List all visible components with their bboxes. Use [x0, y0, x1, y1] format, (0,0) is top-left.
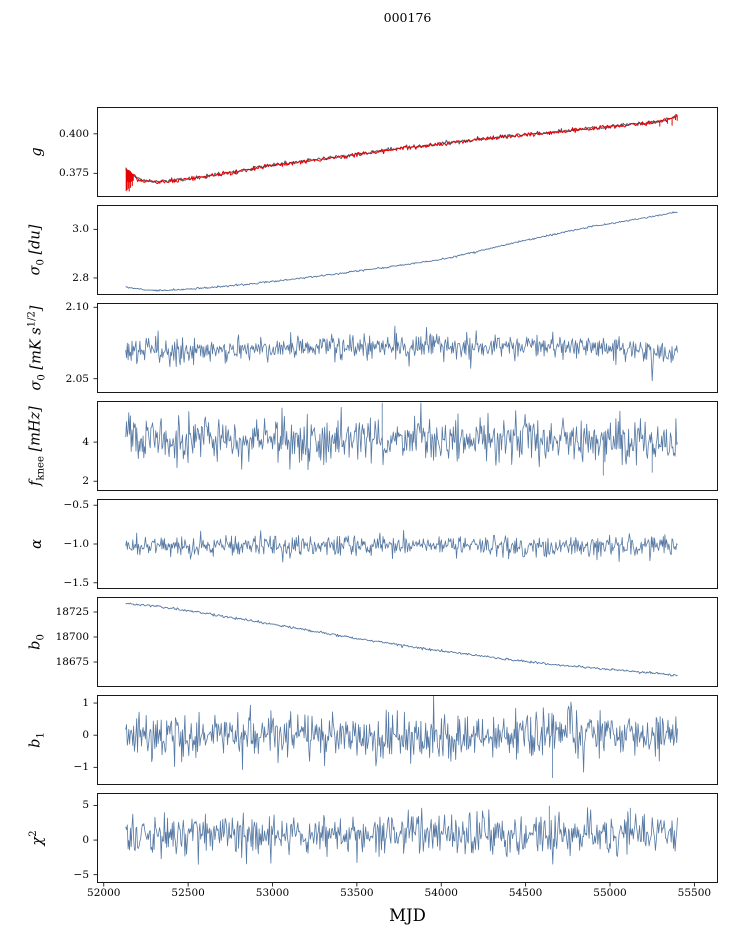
panel-canvas-g	[93, 107, 718, 197]
panel-alpha: −0.5 −1.0 −1.5 α	[29, 499, 718, 589]
y-tick-label: −1.5	[63, 576, 90, 589]
panel-border	[97, 107, 718, 197]
y-tick-label: 2.05	[65, 372, 89, 385]
y-tick-label: 0	[82, 729, 89, 742]
y-tick-label: 18725	[55, 606, 89, 618]
y-tick-label: 1	[82, 697, 89, 710]
y-tick-label: 2.10	[65, 301, 89, 314]
series-b0	[125, 602, 678, 677]
y-tick-label: 4	[82, 436, 89, 449]
y-tick-label: −1.0	[63, 538, 90, 550]
y-axis-label-chi2: χ2	[28, 830, 46, 846]
panel-canvas-sigma0-du	[93, 205, 718, 295]
panel-sigma0-du: 3.0 2.8 σ0 [du]	[28, 205, 718, 295]
y-axis-label-b0: b0	[27, 634, 47, 650]
y-axis-label-b1: b1	[27, 732, 47, 748]
panel-border	[97, 205, 718, 295]
y-tick-label: 0	[82, 834, 89, 847]
y-tick-label: 2	[82, 475, 89, 488]
panel-border	[97, 793, 718, 883]
series-g-gain-flagged	[125, 114, 678, 192]
panel-g: 0.400 0.375 g	[29, 107, 718, 197]
panel-canvas-alpha	[93, 499, 718, 589]
panel-canvas-fknee	[93, 401, 718, 491]
series-sigma0-du	[125, 211, 678, 292]
x-tick-label: 54500	[508, 887, 543, 899]
y-tick-label: 0.400	[58, 127, 89, 140]
x-tick-label: 55000	[593, 887, 627, 899]
x-tick-label: 52000	[87, 887, 121, 899]
panel-b0: 18725 18700 18675 b0	[28, 597, 718, 687]
y-axis-label-sigma0-mK: σ0 [mK s1/2]	[26, 305, 48, 391]
series-sigma0-mK	[125, 325, 678, 382]
panel-chi2: 5 0 −5 χ2 52000 52500 53000 53500 54000 54500 5500…	[28, 793, 718, 899]
panel-canvas-chi2	[93, 793, 718, 887]
x-tick-label: 52500	[171, 887, 205, 899]
panel-sigma0-mK: 2.10 2.05 σ0 [mK s1/2]	[27, 301, 718, 393]
y-axis-label-alpha: α	[29, 539, 45, 549]
panel-canvas-b1	[93, 695, 718, 785]
y-tick-label: −0.5	[63, 499, 90, 512]
series-alpha	[125, 530, 678, 563]
y-axis-label-sigma0-du: σ0 [du]	[27, 224, 47, 276]
x-tick-label: 53500	[340, 887, 374, 899]
x-tick-label: 55500	[677, 887, 712, 899]
panel-canvas-b0	[93, 597, 718, 687]
figure-title: 000176	[383, 10, 432, 25]
panel-canvas-sigma0-mK	[93, 303, 718, 393]
y-tick-label: 0.375	[58, 167, 89, 180]
panel-border	[97, 499, 718, 589]
series-g-gain	[125, 114, 678, 183]
series-fknee	[125, 402, 678, 476]
y-tick-label: 3.0	[72, 223, 89, 236]
panel-border	[97, 597, 718, 687]
y-axis-label-g: g	[29, 147, 45, 157]
y-tick-label: −5	[73, 868, 89, 881]
x-tick-label: 54000	[424, 887, 458, 899]
panel-border	[97, 303, 718, 393]
y-tick-label: 18700	[55, 631, 89, 643]
panel-fknee: 4 2 fknee [mHz]	[28, 401, 718, 491]
y-tick-label: 5	[82, 799, 89, 812]
x-tick-label: 53000	[255, 887, 290, 899]
panel-b1: 1 0 −1 b1	[28, 695, 718, 785]
y-tick-label: 18675	[55, 656, 89, 668]
y-tick-label: 2.8	[72, 271, 89, 284]
series-chi2	[125, 805, 678, 865]
series-b1	[125, 695, 678, 778]
y-axis-label-fknee: fknee [mHz]	[27, 406, 47, 486]
panel-border	[97, 401, 718, 491]
x-axis-label: MJD	[389, 906, 426, 925]
y-tick-label: −1	[73, 761, 89, 774]
panel-border	[97, 695, 718, 785]
